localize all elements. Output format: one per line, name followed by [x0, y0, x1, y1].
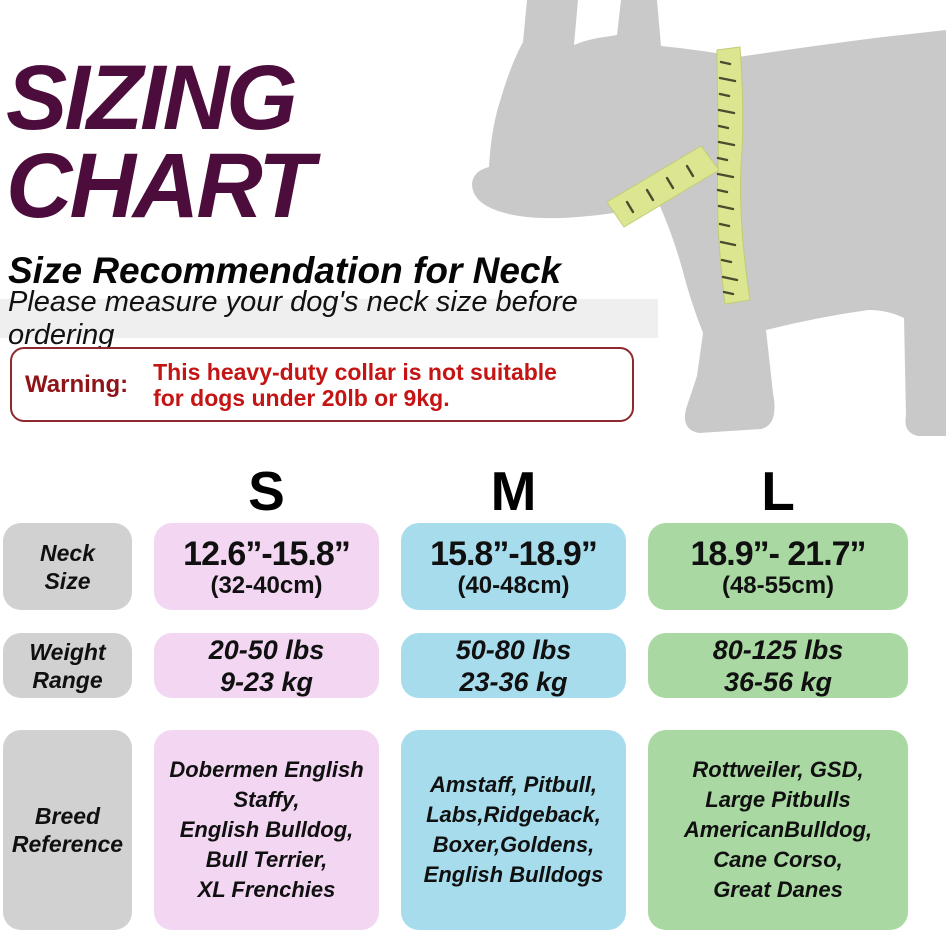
breed-reference-cell-m: Amstaff, Pitbull, Labs,Ridgeback, Boxer,…: [401, 730, 626, 930]
neck-size-inches-l: 18.9”- 21.7”: [690, 534, 866, 573]
row-label-weight-range: Weight Range: [3, 633, 132, 698]
weight-range-row: Weight Range 20-50 lbs 9-23 kg 50-80 lbs…: [3, 633, 908, 698]
warning-label: Warning:: [25, 370, 129, 398]
neck-size-cm-l: (48-55cm): [721, 571, 835, 599]
weight-range-value-m: 50-80 lbs 23-36 kg: [455, 634, 572, 697]
column-header-l: L: [761, 460, 795, 522]
breed-list-s: Dobermen English Staffy, English Bulldog…: [169, 757, 364, 902]
breed-list-m: Amstaff, Pitbull, Labs,Ridgeback, Boxer,…: [423, 772, 604, 887]
dog-silhouette-illustration: [472, 0, 946, 436]
weight-range-cell-l: 80-125 lbs 36-56 kg: [648, 633, 908, 698]
neck-size-cell-s: 12.6”-15.8” (32-40cm): [154, 523, 379, 610]
weight-range-value-s: 20-50 lbs 9-23 kg: [208, 634, 325, 697]
neck-size-cm-m: (40-48cm): [457, 571, 570, 599]
measuring-tape-neck-band: [606, 145, 720, 228]
breed-reference-cell-l: Rottweiler, GSD, Large Pitbulls American…: [648, 730, 908, 930]
neck-size-row: Neck Size 12.6”-15.8” (32-40cm) 15.8”-18…: [3, 523, 908, 610]
header-spacer: [3, 462, 132, 520]
breed-reference-cell-s: Dobermen English Staffy, English Bulldog…: [154, 730, 379, 930]
weight-range-cell-m: 50-80 lbs 23-36 kg: [401, 633, 626, 698]
measure-note-text: Please measure your dog's neck size befo…: [8, 285, 578, 351]
sizing-table: S M L Neck Size 12.6”-15.8” (32-40cm) 15…: [3, 462, 908, 930]
warning-box: Warning: This heavy-duty collar is not s…: [10, 347, 634, 422]
measure-note-band: Please measure your dog's neck size befo…: [0, 286, 658, 351]
column-header-m: M: [490, 460, 537, 522]
row-label-breed-reference: Breed Reference: [3, 730, 132, 930]
row-label-neck-size: Neck Size: [3, 523, 132, 610]
column-header-s: S: [248, 460, 285, 522]
size-header-row: S M L: [3, 462, 908, 520]
page-title: SIZING CHART: [6, 47, 314, 237]
neck-size-cell-m: 15.8”-18.9” (40-48cm): [401, 523, 626, 610]
dog-body-shape: [472, 0, 946, 436]
neck-size-cell-l: 18.9”- 21.7” (48-55cm): [648, 523, 908, 610]
breed-list-l: Rottweiler, GSD, Large Pitbulls American…: [683, 757, 873, 902]
subtitle: Size Recommendation for Neck: [8, 250, 562, 291]
breed-reference-row: Breed Reference Dobermen English Staffy,…: [3, 730, 908, 930]
weight-range-value-l: 80-125 lbs 36-56 kg: [712, 634, 844, 697]
neck-size-inches-s: 12.6”-15.8”: [183, 534, 351, 573]
neck-size-cm-s: (32-40cm): [210, 571, 323, 599]
weight-range-cell-s: 20-50 lbs 9-23 kg: [154, 633, 379, 698]
neck-size-inches-m: 15.8”-18.9”: [430, 534, 598, 573]
tape-tick-marks: [625, 60, 739, 296]
warning-message: This heavy-duty collar is not suitable f…: [153, 358, 557, 411]
